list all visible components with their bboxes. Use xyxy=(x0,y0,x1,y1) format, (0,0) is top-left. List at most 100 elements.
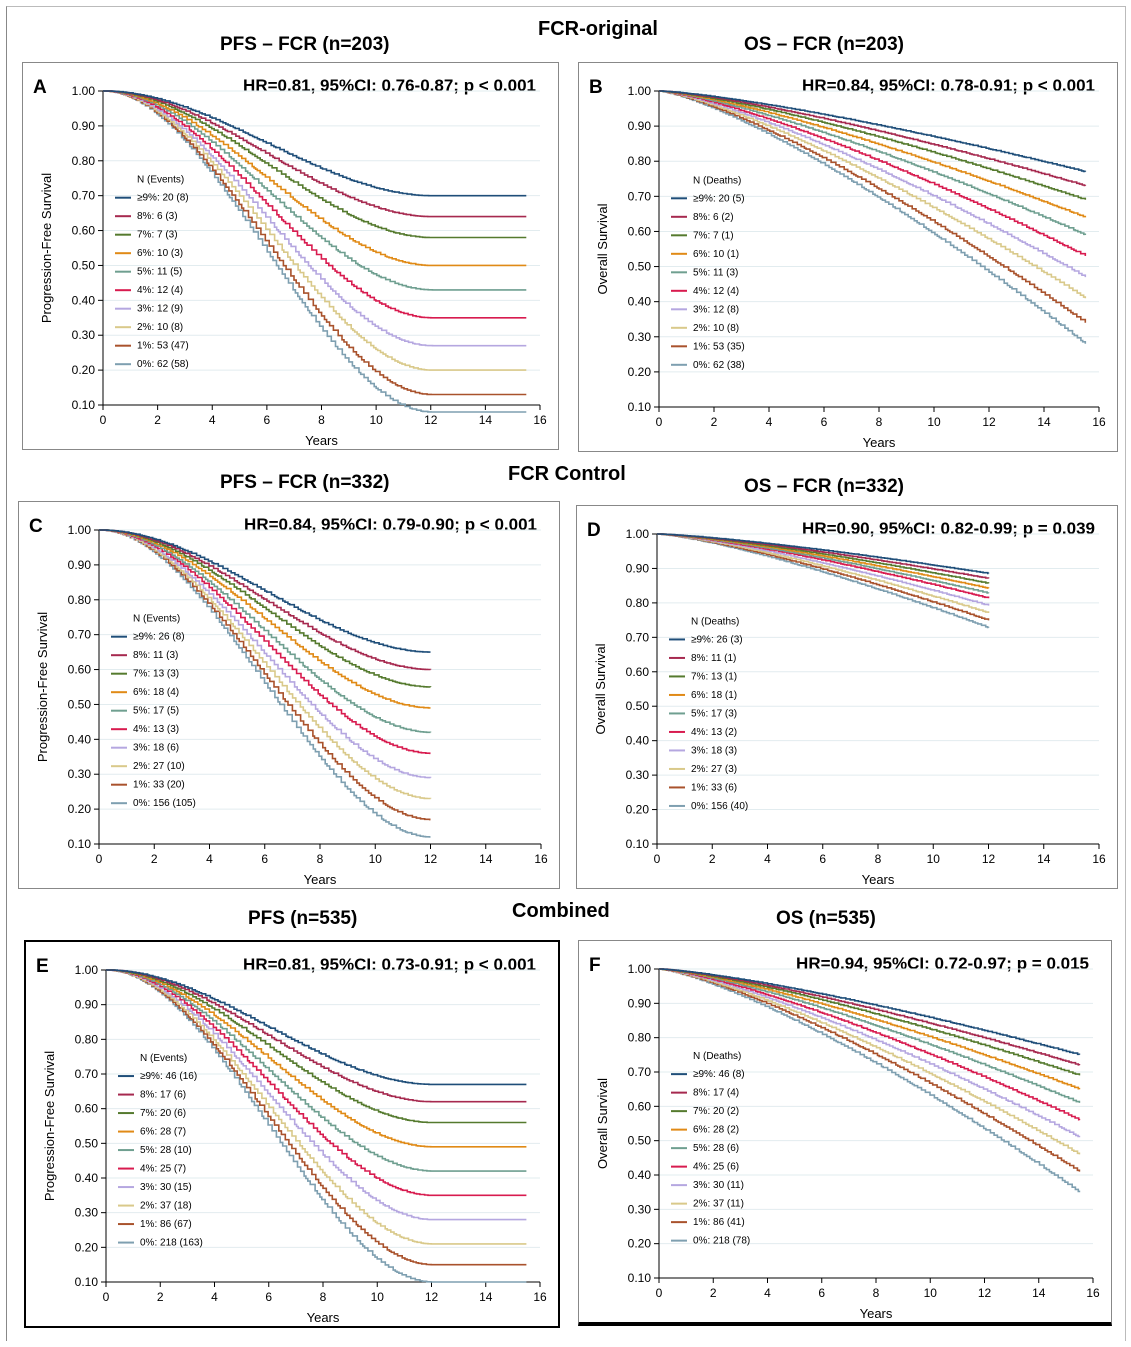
legend-entry: 0%: 62 (58) xyxy=(137,359,189,370)
x-tick-label: 8 xyxy=(320,1290,327,1304)
x-tick-label: 6 xyxy=(261,852,268,866)
x-tick-label: 6 xyxy=(821,415,828,429)
y-tick-label: 0.40 xyxy=(628,295,652,309)
y-tick-label: 1.00 xyxy=(626,527,650,541)
y-tick-label: 0.90 xyxy=(626,561,650,575)
legend-entry: 1%: 33 (6) xyxy=(691,782,737,793)
y-tick-label: 1.00 xyxy=(75,963,99,977)
survival-curve-5 xyxy=(659,90,1087,256)
panel-f: F HR=0.94, 95%CI: 0.72-0.97; p = 0.015 0.1… xyxy=(578,940,1112,1326)
y-tick-label: 0.30 xyxy=(628,1202,652,1216)
legend-entry: 8%: 6 (3) xyxy=(137,211,178,222)
panel-title-a: PFS – FCR (n=203) xyxy=(220,34,390,55)
x-tick-label: 10 xyxy=(927,415,941,429)
legend-title: N (Events) xyxy=(133,614,180,625)
x-tick-label: 8 xyxy=(876,415,883,429)
survival-curve-0 xyxy=(106,969,527,1086)
survival-curve-5 xyxy=(103,90,527,319)
legend-entry: 0%: 156 (40) xyxy=(691,801,748,812)
legend-entry: 3%: 30 (11) xyxy=(693,1180,744,1191)
survival-curve-6 xyxy=(103,90,527,347)
x-tick-label: 12 xyxy=(982,852,996,866)
y-axis-title: Progression-Free Survival xyxy=(42,1051,57,1201)
chart-svg: A HR=0.81, 95%CI: 0.76-0.87; p < 0.001 0.1… xyxy=(33,76,547,448)
section-title-control: FCR Control xyxy=(508,463,626,485)
legend-entry: 7%: 20 (2) xyxy=(693,1106,739,1117)
panel-c: C HR=0.84, 95%CI: 0.79-0.90; p < 0.001 0.1… xyxy=(18,501,560,889)
y-tick-label: 0.60 xyxy=(72,224,96,238)
x-tick-label: 6 xyxy=(819,852,826,866)
y-tick-label: 0.70 xyxy=(72,189,96,203)
legend-entry: 1%: 86 (41) xyxy=(693,1217,745,1228)
hr-annotation: HR=0.84, 95%CI: 0.78-0.91; p < 0.001 xyxy=(802,76,1095,95)
legend-entry: 2%: 27 (10) xyxy=(133,761,185,772)
hr-annotation: HR=0.81, 95%CI: 0.76-0.87; p < 0.001 xyxy=(243,76,536,95)
x-tick-label: 10 xyxy=(927,852,941,866)
x-tick-label: 12 xyxy=(978,1286,992,1300)
legend-entry: 1%: 86 (67) xyxy=(140,1219,192,1230)
y-tick-label: 0.30 xyxy=(75,1206,99,1220)
survival-curve-9 xyxy=(106,969,527,1283)
y-tick-label: 0.10 xyxy=(75,1275,99,1289)
survival-curve-6 xyxy=(659,968,1081,1138)
y-axis-title: Progression-Free Survival xyxy=(35,612,50,762)
y-tick-label: 0.60 xyxy=(626,665,650,679)
legend-entry: 0%: 156 (105) xyxy=(133,798,196,809)
x-tick-label: 10 xyxy=(369,852,383,866)
legend-entry: 0%: 62 (38) xyxy=(693,360,745,371)
legend-entry: 5%: 11 (5) xyxy=(137,267,182,278)
x-tick-label: 16 xyxy=(533,1290,547,1304)
survival-curve-3 xyxy=(659,968,1081,1090)
survival-curve-8 xyxy=(659,90,1087,323)
panel-d: D HR=0.90, 95%CI: 0.82-0.99; p = 0.039 0.1… xyxy=(576,505,1118,889)
survival-curve-0 xyxy=(659,90,1087,173)
survival-curve-7 xyxy=(659,968,1081,1155)
legend-entry: 2%: 10 (8) xyxy=(137,322,183,333)
x-tick-label: 0 xyxy=(656,1286,663,1300)
y-tick-label: 0.70 xyxy=(628,189,652,203)
legend-entry: 8%: 11 (1) xyxy=(691,653,736,664)
y-tick-label: 0.80 xyxy=(626,596,650,610)
panel-letter: B xyxy=(589,77,603,98)
y-tick-label: 0.80 xyxy=(628,1031,652,1045)
legend-entry: 3%: 18 (6) xyxy=(133,743,179,754)
y-tick-label: 0.50 xyxy=(626,699,650,713)
survival-curve-8 xyxy=(103,90,527,396)
x-tick-label: 2 xyxy=(709,852,716,866)
survival-curve-3 xyxy=(106,969,527,1148)
x-axis-title: Years xyxy=(862,872,895,887)
legend-entry: 2%: 37 (11) xyxy=(693,1199,744,1210)
hr-annotation: HR=0.81, 95%CI: 0.73-0.91; p < 0.001 xyxy=(243,955,536,974)
chart-svg: B HR=0.84, 95%CI: 0.78-0.91; p < 0.001 0.1… xyxy=(589,76,1106,450)
y-tick-label: 0.10 xyxy=(72,398,96,412)
x-tick-label: 14 xyxy=(1037,852,1051,866)
x-axis-title: Years xyxy=(305,433,338,448)
legend-entry: 6%: 10 (3) xyxy=(137,248,183,259)
legend-entry: 8%: 6 (2) xyxy=(693,212,734,223)
legend-entry: 0%: 218 (78) xyxy=(693,1236,750,1247)
panel-title-c: PFS – FCR (n=332) xyxy=(220,472,390,493)
legend-entry: ≥9%: 46 (8) xyxy=(693,1069,745,1080)
survival-curve-8 xyxy=(657,533,990,621)
survival-curve-6 xyxy=(657,533,990,606)
survival-curve-4 xyxy=(659,90,1087,236)
survival-curve-4 xyxy=(99,529,432,734)
survival-curve-2 xyxy=(659,968,1081,1076)
legend-title: N (Deaths) xyxy=(693,1051,741,1062)
y-tick-label: 0.70 xyxy=(628,1065,652,1079)
legend-entry: 5%: 28 (6) xyxy=(693,1143,739,1154)
y-tick-label: 0.20 xyxy=(75,1240,99,1254)
y-tick-label: 0.30 xyxy=(626,768,650,782)
y-axis-title: Overall Survival xyxy=(593,643,608,734)
legend-entry: 8%: 17 (6) xyxy=(140,1090,186,1101)
hr-annotation: HR=0.94, 95%CI: 0.72-0.97; p = 0.015 xyxy=(796,954,1089,973)
survival-curve-6 xyxy=(99,529,432,779)
y-tick-label: 0.80 xyxy=(68,593,92,607)
hr-annotation: HR=0.84, 95%CI: 0.79-0.90; p < 0.001 xyxy=(244,515,537,534)
y-tick-label: 0.50 xyxy=(68,697,92,711)
survival-curve-9 xyxy=(659,90,1087,344)
x-tick-label: 12 xyxy=(425,1290,439,1304)
x-tick-label: 14 xyxy=(1037,415,1051,429)
panel-a: A HR=0.81, 95%CI: 0.76-0.87; p < 0.001 0.1… xyxy=(22,62,559,450)
